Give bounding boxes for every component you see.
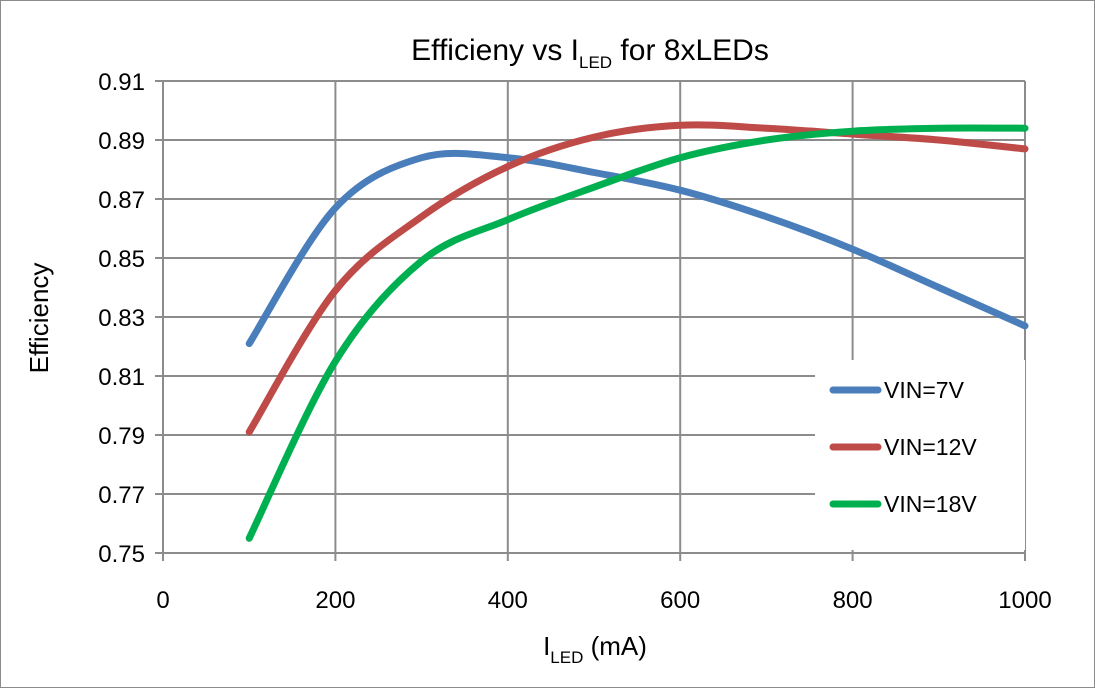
y-tick-label: 0.91 [98, 69, 145, 96]
chart-title-subscript: LED [579, 53, 612, 72]
chart-title-main: Efficieny vs I [411, 34, 579, 67]
x-axis-title: ILED (mA) [543, 631, 647, 667]
x-tick-label: 0 [156, 587, 169, 614]
y-tick-label: 0.85 [98, 246, 145, 273]
y-tick-label: 0.79 [98, 423, 145, 450]
y-tick-labels: 0.75 0.77 0.79 0.81 0.83 0.85 0.87 0.89 0.91 [98, 69, 145, 568]
x-tick-label: 600 [660, 587, 700, 614]
y-axis-title: Efficiency [24, 263, 54, 374]
y-tick-label: 0.89 [98, 128, 145, 155]
chart-title-suffix: for 8xLEDs [612, 34, 769, 67]
x-axis-title-main: I [543, 631, 550, 661]
chart-title: Efficieny vs ILED for 8xLEDs [411, 34, 769, 72]
x-tick-labels: 0 200 400 600 800 1000 [156, 587, 1051, 614]
x-tick-label: 200 [315, 587, 355, 614]
series-layer [245, 121, 1029, 542]
y-tick-label: 0.81 [98, 364, 145, 391]
y-tick-label: 0.83 [98, 305, 145, 332]
x-tick-label: 1000 [998, 587, 1051, 614]
y-tick-label: 0.75 [98, 541, 145, 568]
y-tick-label: 0.77 [98, 482, 145, 509]
svg-text:ILED (mA): ILED (mA) [543, 631, 647, 667]
y-tick-label: 0.87 [98, 187, 145, 214]
axes [155, 80, 1026, 561]
series-line-vin-12v [245, 121, 1029, 436]
x-axis-title-subscript: LED [550, 648, 583, 667]
x-tick-label: 400 [488, 587, 528, 614]
legend-label: VIN=12V [884, 434, 977, 460]
svg-text:Efficieny vs ILED for 8xLEDs: Efficieny vs ILED for 8xLEDs [411, 34, 769, 72]
x-tick-label: 800 [833, 587, 873, 614]
legend-label: VIN=7V [884, 377, 965, 403]
legend: VIN=7V VIN=12V VIN=18V [815, 360, 1025, 550]
x-axis-title-suffix: (mA) [583, 631, 647, 661]
legend-label: VIN=18V [884, 491, 977, 517]
series-line-vin-18v [245, 124, 1029, 542]
